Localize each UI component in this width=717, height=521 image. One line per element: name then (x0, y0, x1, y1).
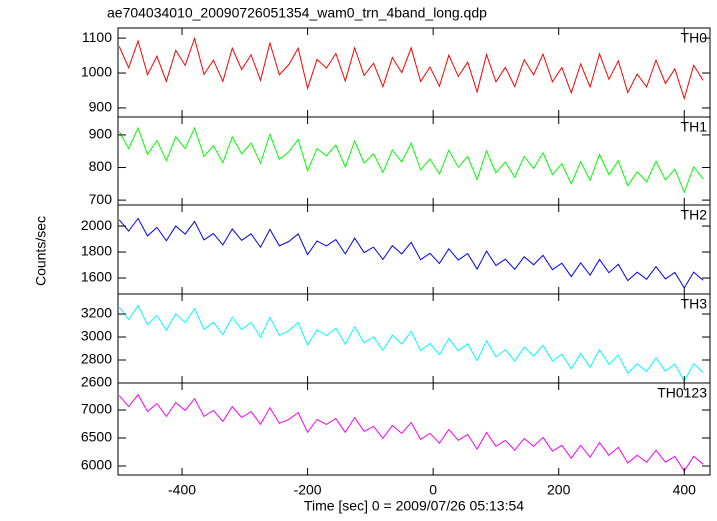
x-tick-label: 200 (547, 482, 571, 498)
panel-frame (117, 382, 711, 476)
y-tick-label: 2000 (81, 217, 112, 233)
y-tick-label: 800 (89, 158, 113, 174)
y-tick-label: 900 (89, 99, 113, 115)
x-tick-label: 0 (429, 482, 437, 498)
panel-frame (117, 293, 711, 384)
panel-frame (117, 27, 711, 118)
y-tick-label: 2800 (81, 351, 112, 367)
x-axis-label: Time [sec] 0 = 2009/07/26 05:13:54 (304, 498, 524, 514)
series-line (118, 217, 704, 289)
panel-frame (117, 204, 711, 295)
y-axis-label: Counts/sec (33, 216, 49, 286)
y-tick-label: 1000 (81, 64, 112, 80)
chart-title: ae704034010_20090726051354_wam0_trn_4ban… (107, 5, 487, 21)
y-tick-label: 6000 (81, 457, 112, 473)
y-tick-label: 900 (89, 126, 113, 142)
panel-label: TH0123 (657, 385, 707, 401)
x-tick-label: -200 (294, 482, 322, 498)
y-tick-label: 1100 (82, 29, 112, 45)
y-tick-label: 3200 (81, 305, 112, 321)
panel-frame (117, 116, 711, 206)
panel-label: TH1 (681, 119, 708, 135)
y-tick-label: 6500 (81, 429, 112, 445)
x-tick-label: 400 (673, 482, 697, 498)
series-line (118, 126, 704, 194)
panel-label: TH0 (681, 30, 708, 46)
series-line (118, 36, 704, 101)
y-tick-label: 3000 (81, 328, 112, 344)
y-tick-label: 1600 (81, 269, 112, 285)
y-tick-label: 1800 (81, 243, 112, 259)
panel-label: TH2 (681, 207, 708, 223)
series-line (118, 393, 704, 472)
x-tick-label: -400 (168, 482, 196, 498)
y-tick-label: 700 (89, 191, 113, 207)
series-line (118, 304, 704, 383)
y-tick-label: 7000 (81, 401, 112, 417)
y-tick-label: 2600 (81, 374, 112, 390)
panel-label: TH3 (681, 296, 708, 312)
